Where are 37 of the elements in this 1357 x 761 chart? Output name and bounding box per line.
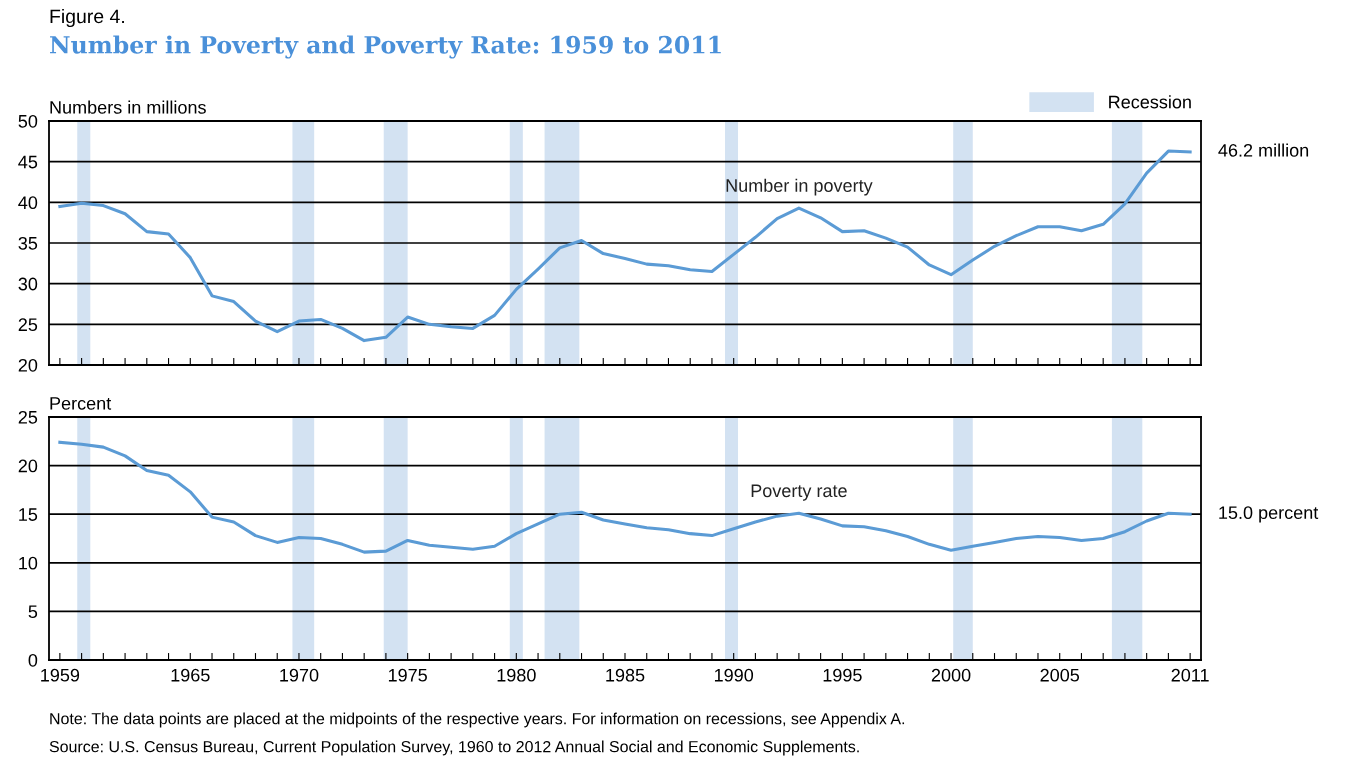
- y-tick-label: 0: [28, 653, 38, 667]
- y-tick-label: 15: [19, 508, 38, 521]
- x-tick-label: 1965: [171, 668, 210, 682]
- x-tick-label: 1970: [280, 668, 319, 682]
- y-tick-label: 10: [19, 556, 38, 570]
- x-tick-label: 2005: [1040, 668, 1080, 682]
- x-tick-label: 1990: [714, 668, 754, 682]
- y-tick-label: 25: [18, 318, 38, 332]
- y-tick-label: 40: [18, 196, 38, 210]
- y-tick-label: 20: [18, 358, 38, 372]
- y-tick-label: 30: [18, 277, 38, 291]
- x-tick-label: 1959: [41, 668, 80, 682]
- y-tick-label: 45: [18, 155, 38, 169]
- x-tick-label: 1980: [497, 668, 536, 682]
- x-tick-label: 2000: [931, 668, 971, 682]
- y-tick-label: 20: [18, 459, 38, 473]
- line-series: [58, 149, 1192, 343]
- annotation: 15.0 percent: [1219, 506, 1319, 523]
- text: Note: The data points are placed at the midpoints of the respective years. For information on recessions, see Appendix A.: [50, 712, 905, 728]
- y-axis-title: Percent: [50, 397, 112, 410]
- y-tick-label: 5: [28, 605, 38, 619]
- x-tick-label: 1985: [606, 668, 645, 682]
- y-tick-label: 50: [18, 114, 38, 128]
- chart-title: Figure 4.: [50, 8, 124, 28]
- x-tick-label: 1995: [823, 668, 862, 682]
- y-axis-title: Numbers in millions: [50, 100, 206, 114]
- line-series: [58, 440, 1192, 554]
- series-label: Number in poverty: [726, 178, 873, 196]
- x-tick-label: 1975: [388, 668, 427, 682]
- y-tick-label: 25: [18, 410, 38, 424]
- legend-label: Recession: [1109, 95, 1191, 109]
- chart-subtitle: Number in Poverty and Poverty Rate: 1959 to 2011: [50, 35, 721, 59]
- annotation: 46.2 million: [1218, 143, 1309, 157]
- series-label: Poverty rate: [751, 484, 847, 501]
- y-tick-label: 35: [18, 236, 38, 250]
- x-tick-label: 2011: [1171, 668, 1209, 682]
- source-note: Source: U.S. Census Bureau, Current Population Survey, 1960 to 2012 Annual Social and Economic Supplements.: [49, 740, 859, 756]
